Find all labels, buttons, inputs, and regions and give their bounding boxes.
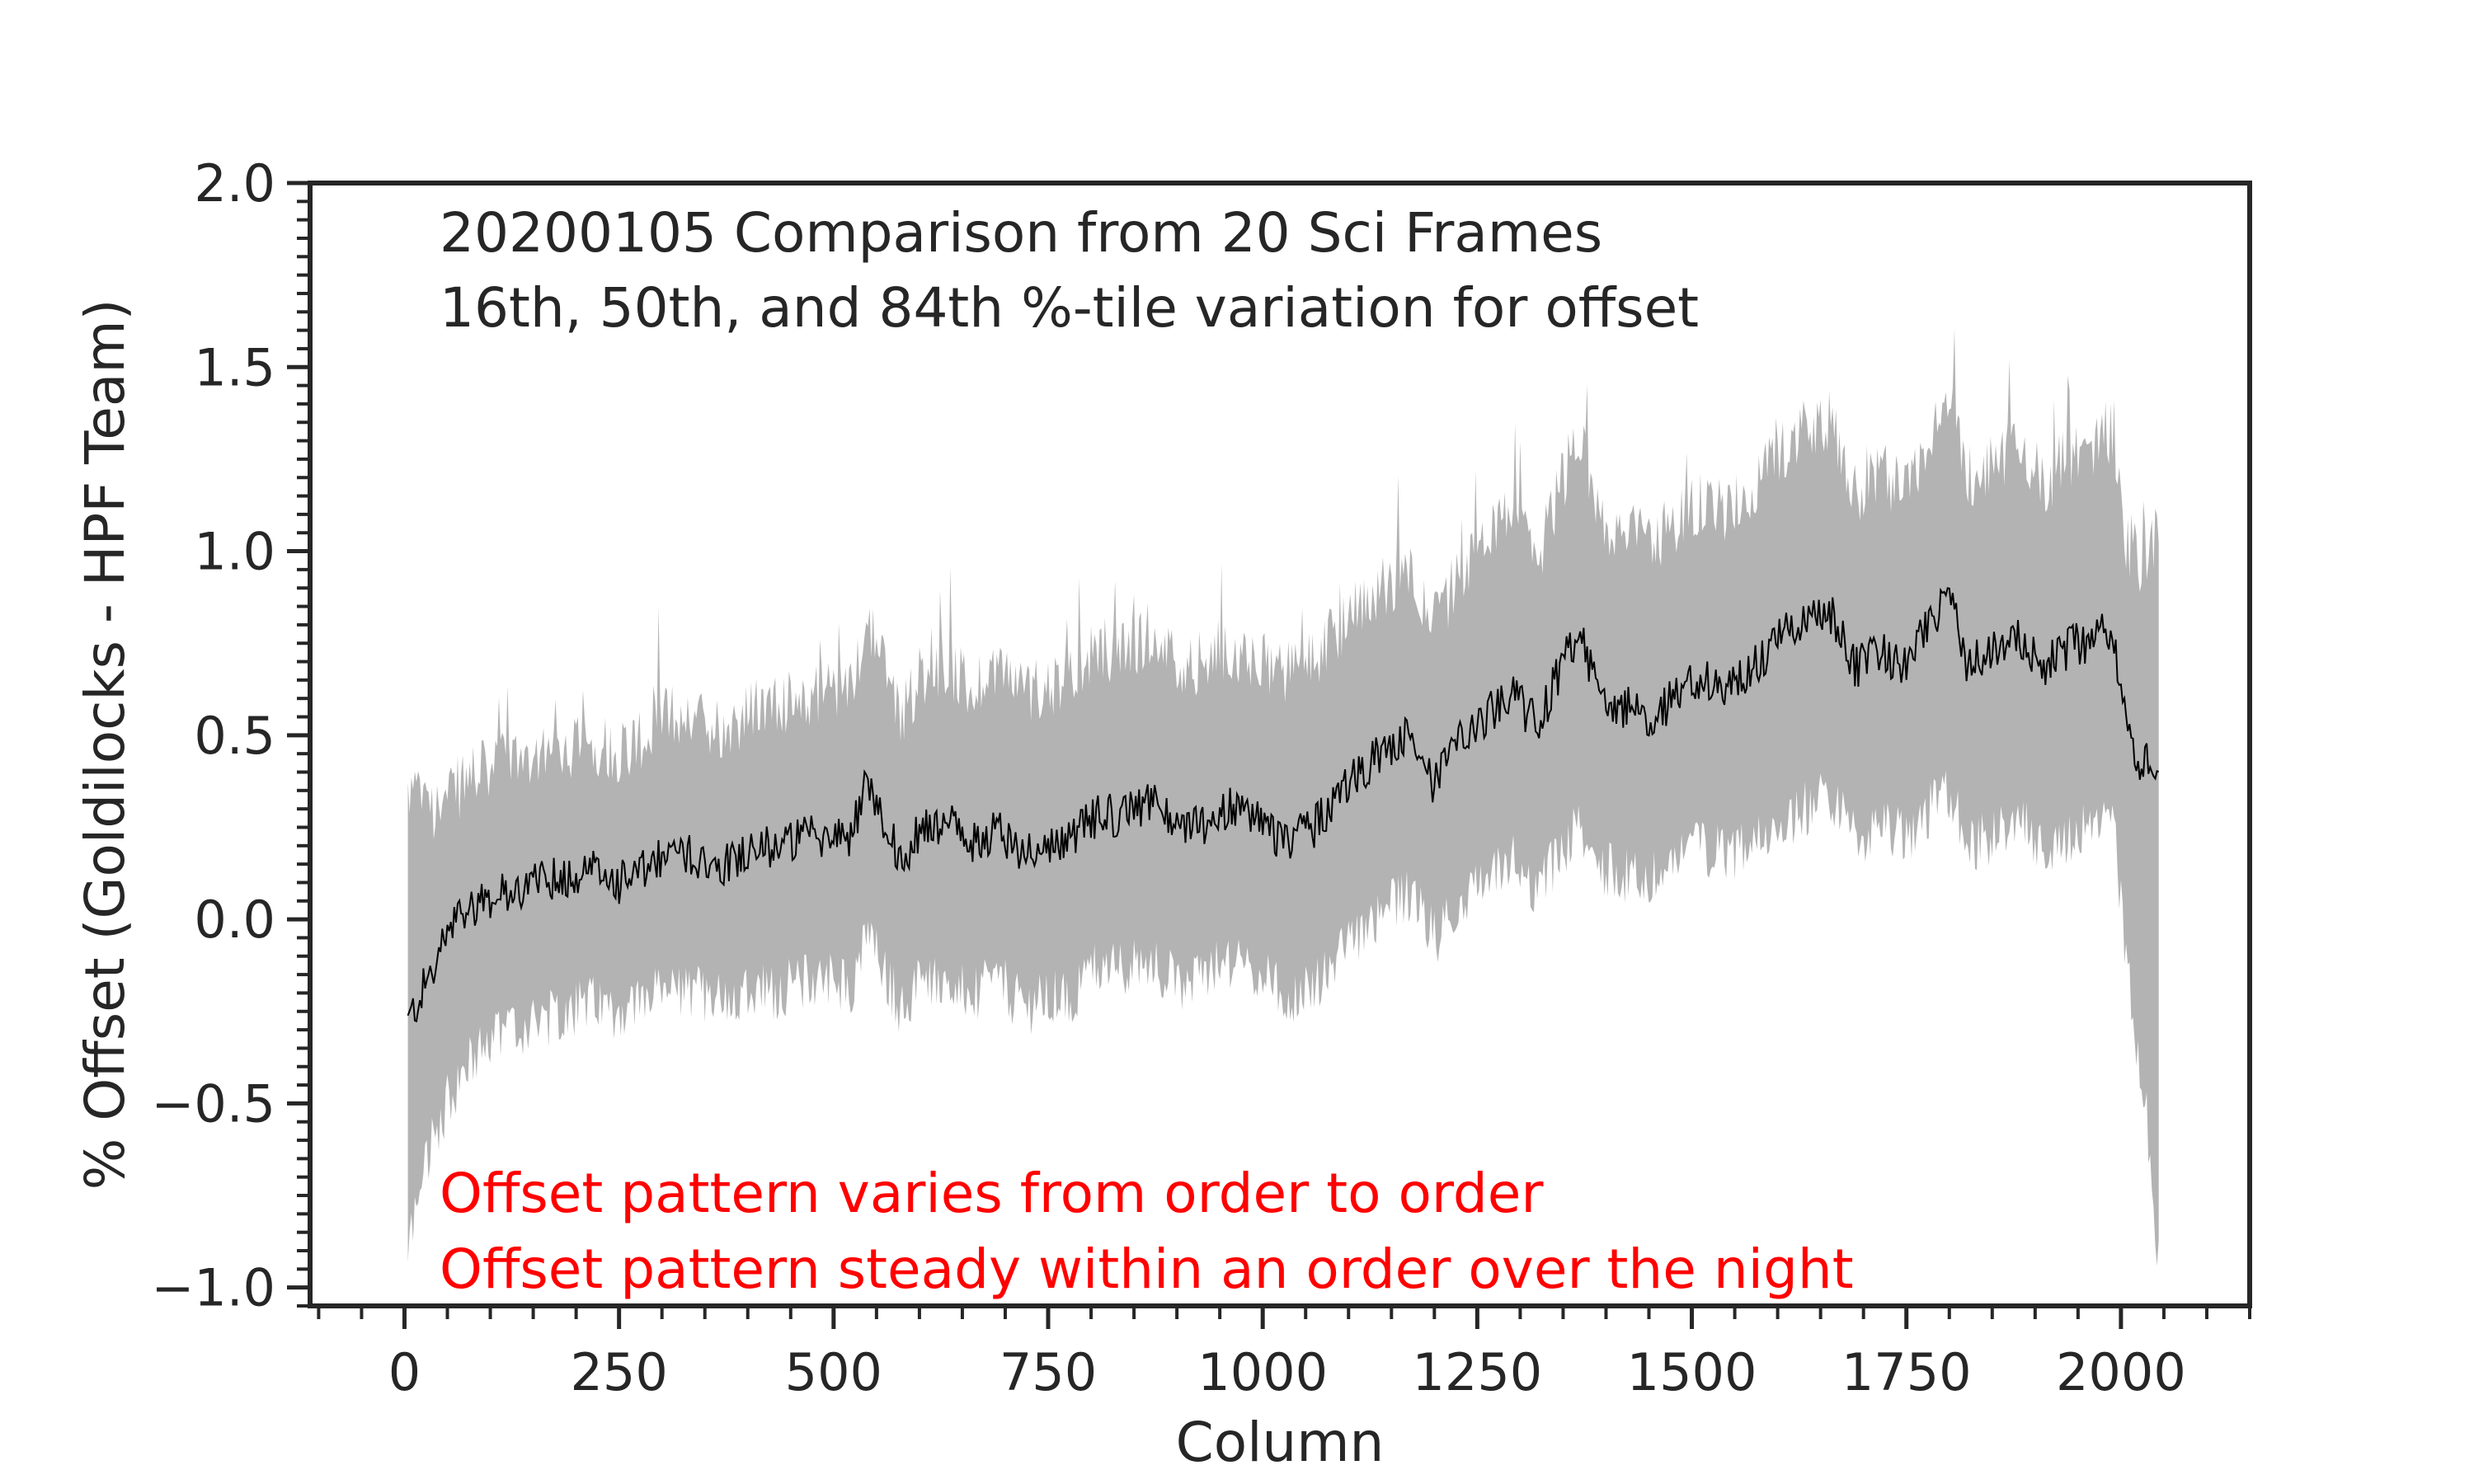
x-tick-label: 250 [570,1342,667,1402]
y-axis-label: % Offset (Goldilocks - HPF Team) [73,299,137,1190]
x-tick-label: 750 [999,1342,1097,1402]
percentile-band-16-84 [407,328,2159,1266]
x-tick-label: 1000 [1197,1342,1328,1402]
y-tick-label: −1.0 [151,1258,275,1318]
y-tick-label: 0.0 [194,890,275,950]
y-tick-label: 1.0 [194,522,275,582]
median-line [407,587,2160,1023]
plot-layer [407,328,2160,1266]
y-tick-label: −0.5 [151,1073,275,1134]
x-tick-label: 1500 [1627,1342,1757,1402]
x-tick-label: 1750 [1841,1342,1972,1402]
x-axis-label: Column [1176,1411,1385,1474]
x-tick-label: 1250 [1412,1342,1542,1402]
annotation-red-line2: Offset pattern steady within an order ov… [440,1237,1854,1301]
annotation-title-line2: 16th, 50th, and 84th %-tile variation fo… [440,276,1699,340]
tick-layer: 0 250 500 750 1000 1250 1500 1750 2000 −1.0 −0.5 0.… [151,153,2251,1402]
x-tick-label: 500 [785,1342,882,1402]
plot-frame [308,181,2252,1308]
annotation-title-line1: 20200105 Comparison from 20 Sci Frames [440,201,1602,265]
x-tick-label: 0 [388,1342,421,1402]
y-tick-label: 0.5 [194,706,275,766]
annotation-red-line1: Offset pattern varies from order to orde… [440,1162,1544,1225]
y-tick-label: 1.5 [194,337,275,397]
x-tick-label: 2000 [2056,1342,2186,1402]
y-tick-label: 2.0 [194,153,275,214]
